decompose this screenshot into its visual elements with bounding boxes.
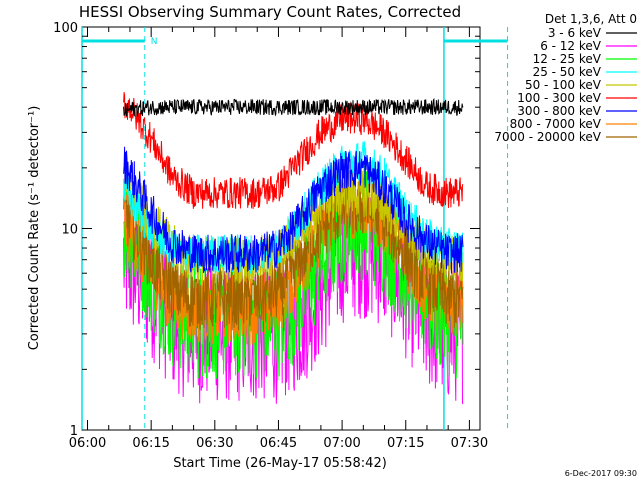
y-axis: 1 10 100	[53, 21, 480, 439]
x-axis: 06:00 06:15 06:30 06:45 07:00 07:15 07:30	[69, 27, 488, 451]
legend-title: Det 1,3,6, Att 0	[545, 12, 637, 26]
legend-label: 25 - 50 keV	[533, 65, 602, 79]
x-tick-label: 07:15	[387, 436, 424, 451]
date-stamp: 6-Dec-2017 09:30	[565, 469, 637, 478]
series-line	[123, 146, 464, 274]
legend-label: 7000 - 20000 keV	[494, 130, 601, 144]
x-tick-label: 07:30	[451, 436, 488, 451]
x-tick-label: 06:30	[196, 436, 233, 451]
y-tick-label: 10	[61, 223, 78, 238]
x-tick-label: 07:00	[323, 436, 360, 451]
legend-label: 300 - 800 keV	[517, 104, 601, 118]
x-tick-label: 06:45	[260, 436, 297, 451]
marker-lines: N	[81, 27, 509, 430]
series-line	[123, 97, 464, 117]
legend-label: 6 - 12 keV	[540, 39, 602, 53]
y-tick-label: 1	[70, 424, 78, 439]
legend-label: 100 - 300 keV	[517, 91, 601, 105]
marker-annotation: N	[151, 37, 158, 47]
y-tick-label: 100	[53, 21, 78, 36]
x-tick-label: 06:00	[69, 436, 106, 451]
y-axis-label: Corrected Count Rate (s⁻¹ detector⁻¹)	[27, 106, 42, 351]
chart-title: HESSI Observing Summary Count Rates, Cor…	[79, 3, 461, 21]
legend-label: 800 - 7000 keV	[510, 117, 602, 131]
x-tick-label: 06:15	[132, 436, 169, 451]
series-layer	[123, 92, 464, 405]
series-line	[123, 176, 464, 331]
legend-label: 12 - 25 keV	[533, 52, 602, 66]
legend-label: 50 - 100 keV	[525, 78, 602, 92]
series-line	[123, 92, 464, 209]
x-axis-label: Start Time (26-May-17 05:58:42)	[173, 456, 387, 471]
legend-label: 3 - 6 keV	[548, 26, 602, 40]
